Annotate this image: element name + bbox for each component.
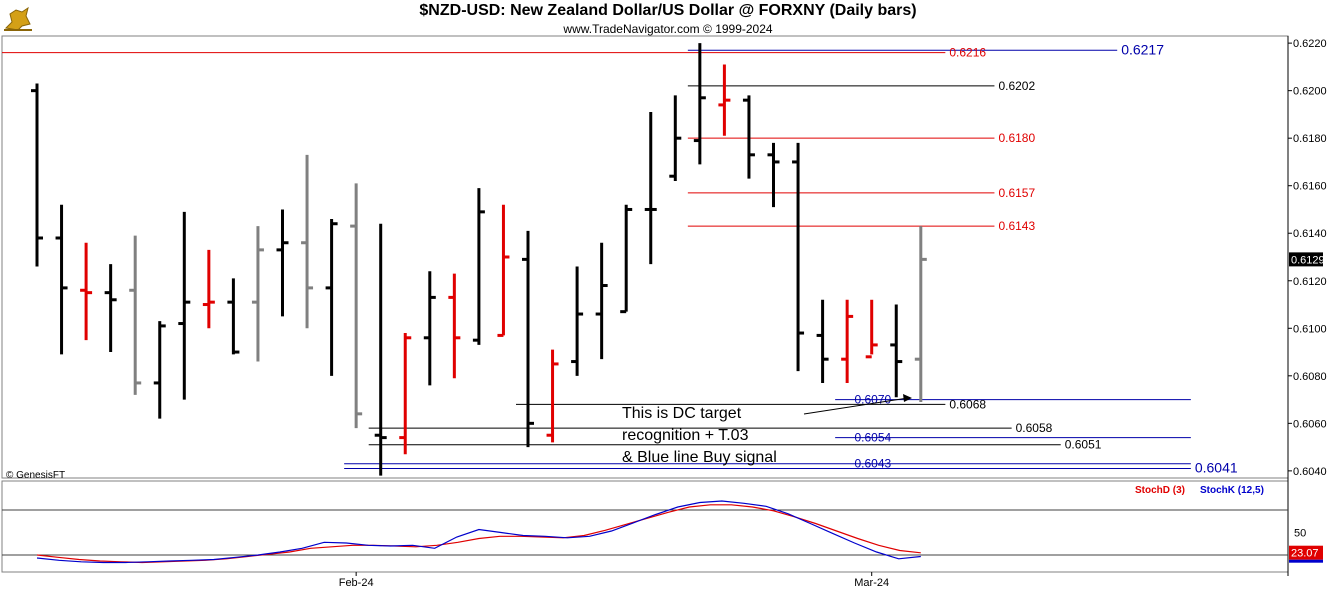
ohlc-bar <box>767 142 780 208</box>
level-label: 0.6054 <box>855 431 892 445</box>
ohlc-bar <box>595 242 608 360</box>
stoch-line-k <box>36 500 921 564</box>
y-tick-label: 0.6060 <box>1293 418 1327 430</box>
ohlc-bar <box>301 154 314 329</box>
level-label: 0.6216 <box>949 46 986 60</box>
level-label: 0.6058 <box>1016 421 1053 435</box>
annotation-line: & Blue line Buy signal <box>622 449 777 466</box>
y-tick-label: 0.6180 <box>1293 133 1327 145</box>
ohlc-bar <box>227 278 240 355</box>
ohlc-bar <box>571 266 584 376</box>
level-label: 0.6051 <box>1065 438 1102 452</box>
ohlc-bar <box>890 304 903 398</box>
stoch-legend-item: StochK (12,5) <box>1200 485 1264 496</box>
ohlc-bar <box>399 333 412 455</box>
ohlc-bar <box>497 204 510 337</box>
annotation-line: This is DC target <box>622 405 742 422</box>
ohlc-bar <box>153 321 166 419</box>
ohlc-bar <box>742 95 755 179</box>
stoch-last-tag <box>1289 545 1323 560</box>
ohlc-bar <box>350 183 363 429</box>
level-label: 0.6043 <box>855 457 892 471</box>
stoch-tick-label: 50 <box>1294 528 1306 540</box>
ohlc-bar <box>546 349 559 443</box>
annotation-arrow <box>803 397 909 415</box>
last-price-tag <box>1289 252 1323 267</box>
level-label: 0.6157 <box>998 186 1035 200</box>
y-tick-label: 0.6160 <box>1293 181 1327 193</box>
ohlc-bar <box>178 211 191 400</box>
ohlc-bar <box>129 235 142 395</box>
ohlc-bar <box>104 264 117 353</box>
level-label: 0.6202 <box>998 79 1035 93</box>
ohlc-bar <box>472 188 485 345</box>
ohlc-bar <box>423 271 436 386</box>
ohlc-bar <box>620 204 633 314</box>
y-tick-label: 0.6040 <box>1293 466 1327 478</box>
stoch-panel-frame <box>1 480 1289 573</box>
level-label: 0.6217 <box>1121 41 1164 57</box>
ohlc-bar <box>914 226 927 402</box>
level-label: 0.6068 <box>949 397 986 411</box>
ohlc-bar <box>31 83 43 267</box>
ohlc-bar <box>718 64 731 136</box>
stoch-legend-item: StochD (3) <box>1135 485 1185 496</box>
ohlc-bar <box>374 223 387 476</box>
level-label: 0.6041 <box>1195 459 1238 475</box>
ohlc-bar <box>55 204 68 355</box>
y-tick-label: 0.6140 <box>1293 228 1327 240</box>
golden-bull-icon <box>4 6 32 31</box>
last-price-label: 0.6129 <box>1291 254 1325 266</box>
y-tick-label: 0.6080 <box>1293 371 1327 383</box>
annotation-arrowhead <box>903 394 912 402</box>
level-label: 0.6143 <box>998 219 1035 233</box>
y-tick-label: 0.6200 <box>1293 86 1327 98</box>
stoch-last-label: 23.07 <box>1291 548 1319 560</box>
ohlc-bar <box>448 273 461 379</box>
y-tick-label: 0.6100 <box>1293 323 1327 335</box>
level-label: 0.6070 <box>855 393 892 407</box>
ohlc-bar <box>202 249 215 329</box>
y-tick-label: 0.6220 <box>1293 38 1327 50</box>
annotation-line: recognition + T.03 <box>622 427 749 444</box>
ohlc-bar <box>693 43 706 165</box>
ohlc-bar <box>792 142 805 372</box>
level-label: 0.6180 <box>998 131 1035 145</box>
chart-subtitle: www.TradeNavigator.com © 1999-2024 <box>563 22 773 36</box>
ohlc-bar <box>276 209 289 317</box>
ohlc-bar <box>841 299 854 383</box>
ohlc-bar <box>669 95 682 181</box>
y-tick-label: 0.6120 <box>1293 276 1327 288</box>
ohlc-bar <box>522 230 534 448</box>
x-tick-label: Feb-24 <box>339 577 374 589</box>
watermark: © GenesisFT <box>6 470 65 481</box>
ohlc-bar <box>251 226 264 362</box>
ohlc-bar <box>865 299 878 359</box>
chart-title: $NZD-USD: New Zealand Dollar/US Dollar @… <box>419 2 917 19</box>
ohlc-bar <box>816 299 829 383</box>
ohlc-bar <box>80 242 93 341</box>
x-tick-label: Mar-24 <box>854 577 889 589</box>
ohlc-bar <box>644 112 657 265</box>
ohlc-bar <box>325 218 338 376</box>
stoch-last-tag-k <box>1289 559 1323 563</box>
